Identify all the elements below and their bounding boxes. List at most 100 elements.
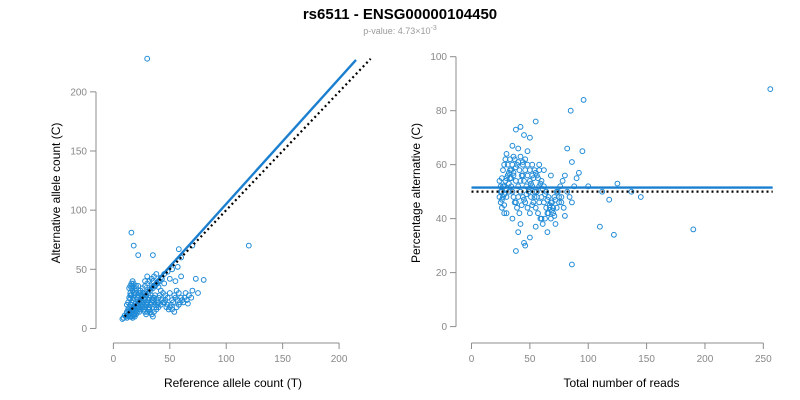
data-point (544, 196, 551, 203)
data-point (161, 280, 168, 287)
data-point (161, 299, 168, 306)
y-axis-label: Percentage alternative (C) (409, 123, 423, 263)
data-point (515, 159, 522, 165)
x-tick-label: 200 (697, 354, 714, 365)
data-point (536, 161, 543, 168)
x-tick-label: 0 (111, 354, 117, 365)
data-point (513, 199, 519, 206)
data-point (192, 275, 199, 282)
data-point (497, 199, 504, 206)
data-point (552, 196, 559, 203)
fit-line (123, 59, 357, 318)
data-point (496, 178, 503, 184)
data-point (504, 172, 511, 179)
data-point (545, 194, 552, 200)
data-point (529, 161, 536, 168)
data-point (527, 234, 533, 241)
data-point (564, 145, 571, 152)
data-point (536, 167, 543, 174)
y-tick-label: 60 (436, 160, 448, 171)
data-point (499, 204, 505, 211)
data-point (614, 180, 621, 187)
data-point (515, 145, 522, 152)
data-point (532, 204, 539, 211)
data-point (599, 188, 606, 195)
data-point (178, 273, 185, 280)
data-point (510, 153, 517, 160)
data-point (521, 132, 527, 138)
x-tick-label: 250 (755, 354, 772, 365)
y-tick-label: 100 (430, 52, 447, 63)
y-tick-label: 50 (76, 265, 88, 276)
data-point (517, 153, 524, 160)
y-tick-label: 20 (436, 268, 448, 279)
data-point (606, 196, 613, 203)
data-point (558, 199, 565, 206)
data-point (172, 278, 179, 285)
data-point (130, 280, 137, 287)
data-point (183, 297, 190, 304)
p-value-text: p-value: 4.73×10 (363, 26, 430, 36)
data-point (507, 167, 513, 174)
data-point (135, 283, 142, 289)
x-tick-label: 50 (164, 354, 176, 365)
y-tick-label: 0 (81, 324, 87, 335)
data-point (135, 252, 142, 259)
data-point (245, 242, 252, 249)
data-point (690, 226, 697, 233)
x-tick-label: 200 (331, 354, 348, 365)
data-point (564, 188, 571, 195)
data-point (579, 148, 586, 155)
data-point (541, 167, 547, 174)
data-point (510, 169, 517, 176)
y-tick-label: 200 (70, 87, 87, 98)
data-point (156, 292, 163, 299)
data-point (501, 161, 508, 168)
data-point (531, 194, 538, 200)
data-point (628, 188, 635, 195)
data-point (521, 196, 527, 203)
data-point (524, 161, 531, 168)
y-tick-label: 150 (70, 147, 87, 158)
data-point (527, 167, 533, 174)
data-point (509, 215, 516, 222)
data-point (521, 240, 527, 246)
data-point (611, 231, 617, 238)
data-point (528, 180, 534, 187)
data-point (499, 196, 505, 203)
data-point (503, 151, 510, 157)
data-point (518, 202, 525, 209)
data-point (513, 126, 519, 133)
data-points (119, 55, 252, 322)
data-point (576, 169, 582, 176)
data-point (175, 246, 182, 253)
data-point (542, 191, 548, 198)
panel-right: 0 20 40 60 80 100 0 50 100 150 200 250 Total number … (409, 52, 774, 390)
data-point (548, 172, 554, 179)
data-point (153, 271, 160, 277)
data-point (524, 172, 531, 179)
data-point (504, 161, 511, 168)
data-point (517, 178, 524, 184)
data-point (130, 242, 137, 249)
data-point (544, 210, 551, 217)
data-point (501, 191, 508, 198)
data-point (174, 264, 181, 270)
data-point (534, 172, 540, 179)
data-point (542, 215, 548, 222)
p-value-subtitle: p-value: 4.73×10-3 (363, 25, 437, 36)
data-point (556, 199, 562, 206)
data-point (500, 167, 506, 174)
x-tick-label: 50 (524, 354, 536, 365)
data-point (567, 107, 574, 114)
data-point (562, 172, 568, 179)
data-point (518, 172, 525, 179)
data-point (175, 290, 182, 296)
data-point (128, 229, 135, 236)
data-point (506, 180, 512, 187)
data-point (515, 229, 522, 236)
data-point (529, 202, 536, 209)
data-point (537, 180, 544, 187)
data-point (539, 221, 546, 227)
